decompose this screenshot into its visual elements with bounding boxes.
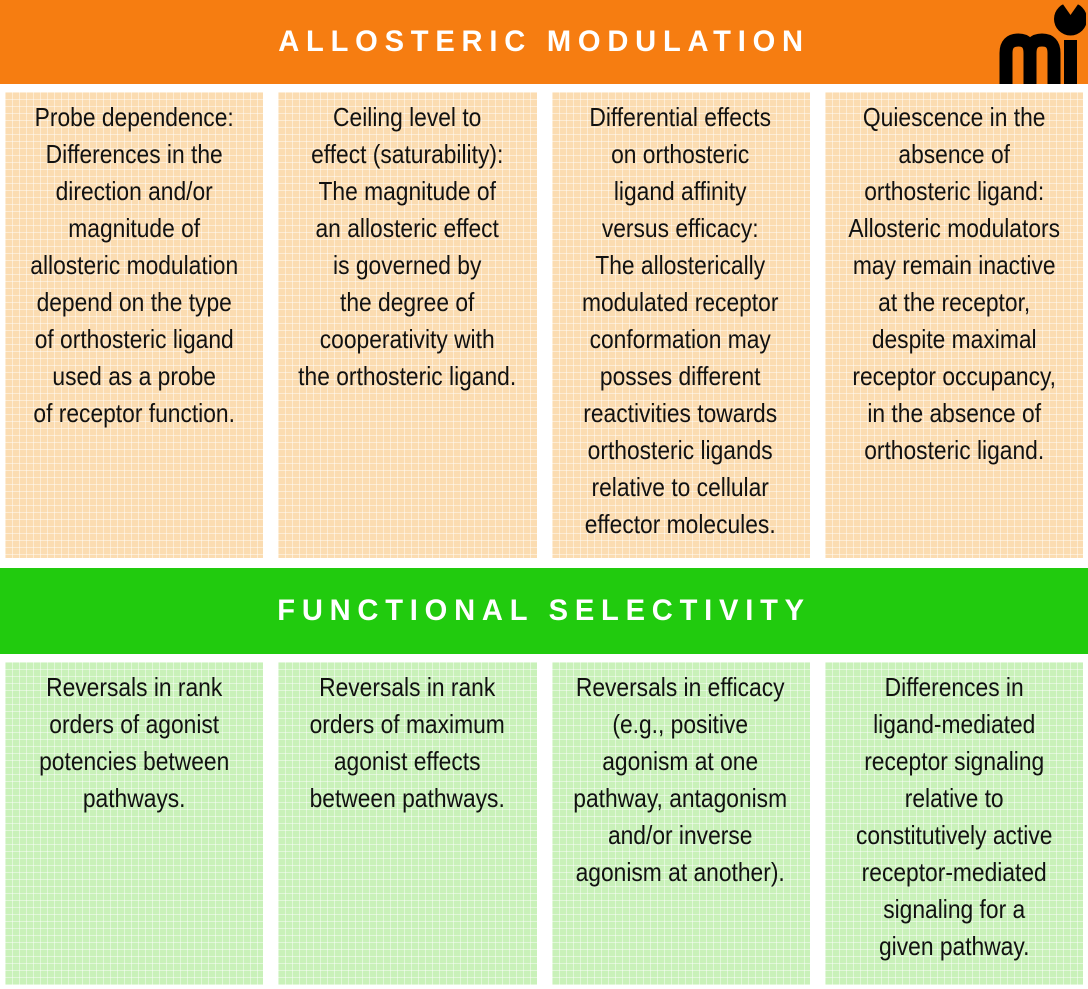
definition-card-rank-order-potencies: Reversals in rank orders of agonist pote… — [5, 662, 264, 985]
functional-cards-row: Reversals in rank orders of agonist pote… — [5, 662, 1083, 985]
card-text: Differences in ligand-mediated receptor … — [855, 672, 1053, 961]
allosteric-cards-row: Probe dependence: Differences in the dir… — [5, 92, 1083, 558]
card-text: Quiescence in the absence of orthosteric… — [848, 102, 1060, 465]
card-text: Reversals in rank orders of agonist pote… — [39, 672, 230, 813]
card-text: Reversals in rank orders of maximum agon… — [309, 672, 505, 813]
definition-card-rank-order-max-effects: Reversals in rank orders of maximum agon… — [278, 662, 537, 985]
section-title-functional-selectivity: FUNCTIONAL SELECTIVITY — [277, 594, 811, 627]
card-text: Probe dependence: Differences in the dir… — [30, 102, 239, 428]
definition-card-ceiling-level: Ceiling level to effect (saturability): … — [278, 92, 537, 558]
card-text: Ceiling level to effect (saturability): … — [298, 102, 517, 391]
definition-card-quiescence: Quiescence in the absence of orthosteric… — [824, 92, 1083, 558]
definition-card-ligand-vs-constitutive: Differences in ligand-mediated receptor … — [824, 662, 1083, 985]
mi-logo-icon — [999, 0, 1087, 84]
section-header-functional-selectivity: FUNCTIONAL SELECTIVITY — [0, 568, 1088, 654]
definition-card-efficacy-reversals: Reversals in efficacy (e.g., positive ag… — [551, 662, 810, 985]
card-text: Reversals in efficacy (e.g., positive ag… — [573, 672, 788, 887]
journal-logo — [998, 0, 1087, 84]
section-title-allosteric-modulation: ALLOSTERIC MODULATION — [278, 25, 810, 58]
definition-card-probe-dependence: Probe dependence: Differences in the dir… — [5, 92, 264, 558]
definition-card-differential-effects: Differential effects on orthosteric liga… — [551, 92, 810, 558]
section-header-allosteric-modulation: ALLOSTERIC MODULATION — [0, 0, 1088, 84]
card-text: Differential effects on orthosteric liga… — [582, 102, 779, 539]
